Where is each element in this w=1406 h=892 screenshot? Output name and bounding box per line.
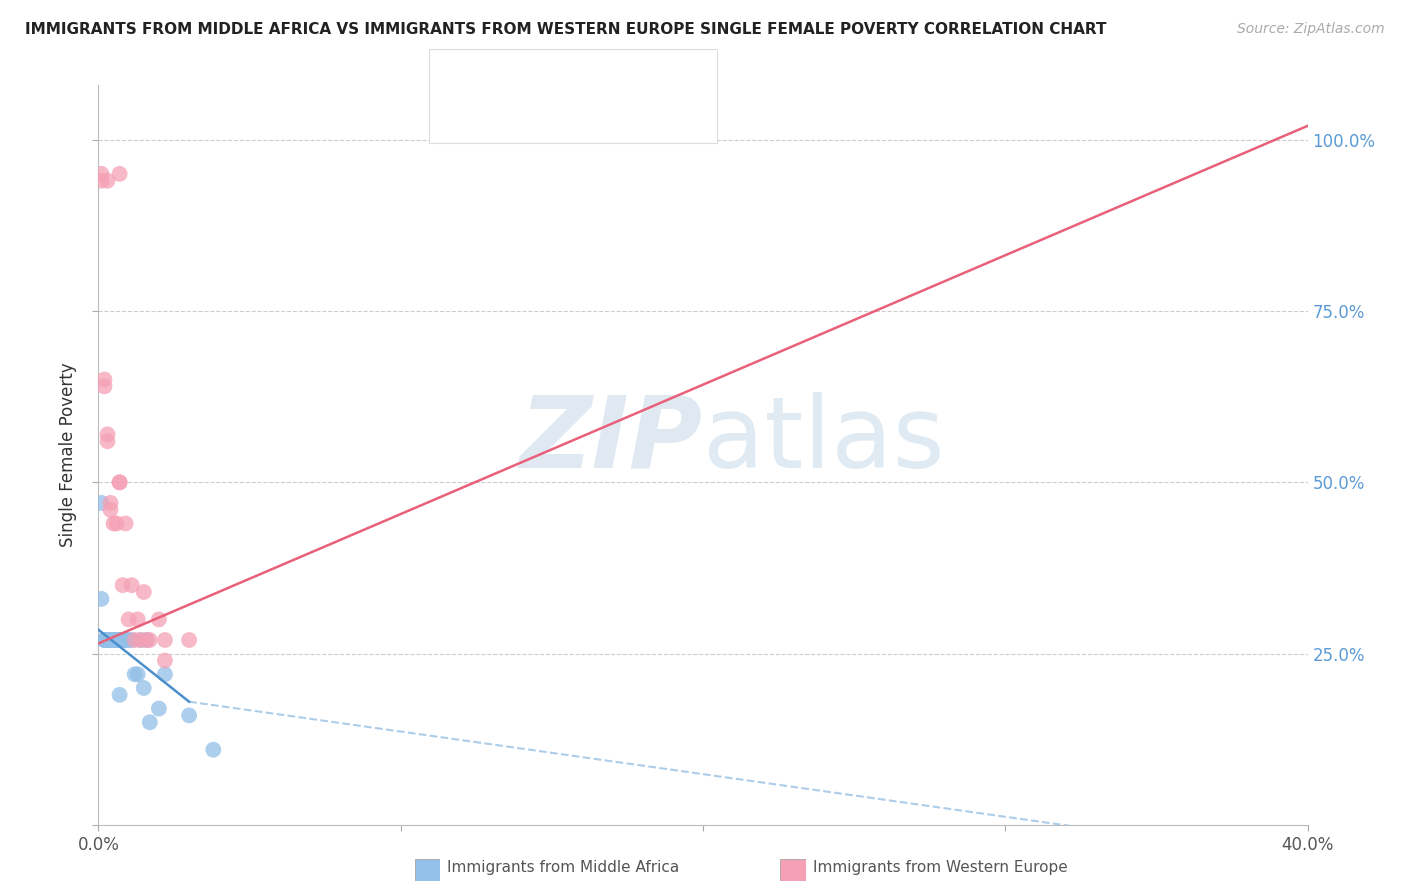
Point xyxy=(129,633,152,648)
Point xyxy=(100,502,122,516)
Point xyxy=(96,633,118,648)
Point xyxy=(96,633,118,648)
Text: R =: R = xyxy=(481,64,517,82)
Text: Source: ZipAtlas.com: Source: ZipAtlas.com xyxy=(1237,22,1385,37)
Point xyxy=(148,612,170,626)
Point xyxy=(96,427,118,442)
Text: IMMIGRANTS FROM MIDDLE AFRICA VS IMMIGRANTS FROM WESTERN EUROPE SINGLE FEMALE PO: IMMIGRANTS FROM MIDDLE AFRICA VS IMMIGRA… xyxy=(25,22,1107,37)
Point xyxy=(93,633,115,648)
Point xyxy=(148,701,170,715)
Point xyxy=(96,434,118,449)
Text: R =: R = xyxy=(481,104,522,122)
Point xyxy=(135,633,157,648)
Text: 0.616: 0.616 xyxy=(520,104,575,122)
Point xyxy=(96,174,118,188)
Point xyxy=(103,516,125,531)
Text: Immigrants from Western Europe: Immigrants from Western Europe xyxy=(813,860,1067,874)
Point xyxy=(129,633,152,648)
Point xyxy=(108,633,131,648)
Point xyxy=(103,633,125,648)
Point xyxy=(100,633,122,648)
Point xyxy=(103,633,125,648)
Point xyxy=(139,633,162,648)
Point xyxy=(93,633,115,648)
Text: Immigrants from Middle Africa: Immigrants from Middle Africa xyxy=(447,860,679,874)
Text: N =: N = xyxy=(585,64,621,82)
Point xyxy=(135,633,157,648)
Text: atlas: atlas xyxy=(703,392,945,489)
Point xyxy=(108,688,131,702)
Point xyxy=(105,633,128,648)
Point xyxy=(103,633,125,648)
Point xyxy=(111,578,134,592)
Point xyxy=(93,633,115,648)
Y-axis label: Single Female Poverty: Single Female Poverty xyxy=(59,363,77,547)
Point xyxy=(124,667,146,681)
Point xyxy=(108,633,131,648)
Point xyxy=(132,585,155,599)
Point xyxy=(100,633,122,648)
Point xyxy=(96,633,118,648)
Text: N =: N = xyxy=(585,104,621,122)
Point xyxy=(105,633,128,648)
Point xyxy=(153,633,176,648)
Point xyxy=(90,167,112,181)
Point xyxy=(139,715,162,730)
Text: -0.382: -0.382 xyxy=(517,64,579,82)
Point xyxy=(202,742,225,756)
Point xyxy=(103,633,125,648)
Point xyxy=(127,667,149,681)
Point xyxy=(100,633,122,648)
Point xyxy=(93,379,115,393)
Point xyxy=(118,612,141,626)
Point xyxy=(127,612,149,626)
Point xyxy=(90,174,112,188)
Point xyxy=(121,633,143,648)
Point xyxy=(111,633,134,648)
Point xyxy=(90,591,112,606)
Point xyxy=(93,372,115,386)
Point xyxy=(153,667,176,681)
Point xyxy=(179,708,201,723)
Point xyxy=(114,633,136,648)
Point xyxy=(103,633,125,648)
Point xyxy=(108,167,131,181)
Point xyxy=(105,633,128,648)
Point xyxy=(132,681,155,695)
Point xyxy=(114,516,136,531)
Point xyxy=(124,633,146,648)
Point xyxy=(153,654,176,668)
Point xyxy=(105,516,128,531)
Point xyxy=(114,633,136,648)
Text: 40: 40 xyxy=(620,64,644,82)
Point xyxy=(96,633,118,648)
Text: 26: 26 xyxy=(620,104,644,122)
Point xyxy=(108,475,131,490)
Point xyxy=(118,633,141,648)
Point xyxy=(100,633,122,648)
Point xyxy=(179,633,201,648)
Point xyxy=(90,496,112,510)
Point xyxy=(108,475,131,490)
Point xyxy=(121,578,143,592)
Point xyxy=(111,633,134,648)
Text: ZIP: ZIP xyxy=(520,392,703,489)
Point xyxy=(100,496,122,510)
